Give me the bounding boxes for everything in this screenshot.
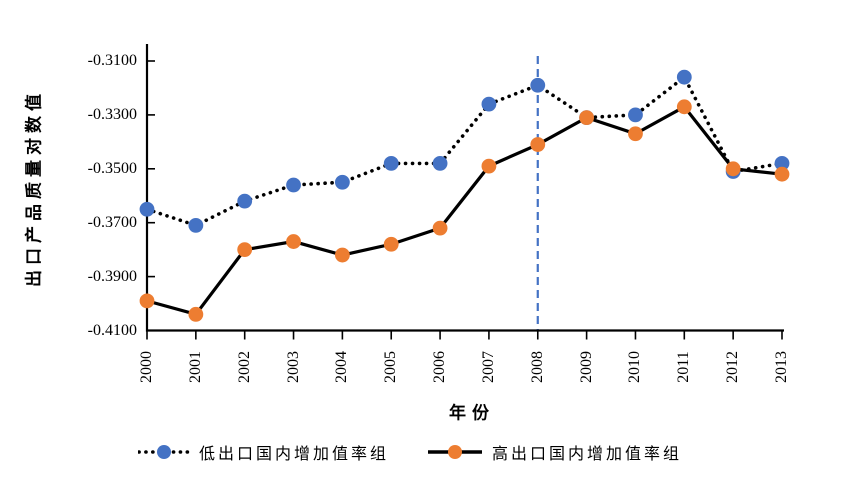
series-1-marker — [188, 306, 204, 322]
series-0-marker — [237, 193, 253, 209]
series-0-marker — [628, 107, 643, 123]
legend-item-low-group: 低出口国内增加值率组 — [137, 440, 389, 464]
y-tick-label: -0.3700 — [87, 213, 137, 231]
x-tick-label: 2002 — [235, 351, 253, 383]
series-0-marker — [188, 217, 204, 233]
series-1-marker — [481, 158, 497, 174]
x-tick-label: 2008 — [528, 351, 546, 383]
series-1-marker — [774, 166, 790, 182]
series-0-marker — [139, 201, 155, 217]
series-line-1 — [146, 104, 783, 317]
y-tick-label: -0.4100 — [87, 321, 137, 339]
series-0-marker — [481, 96, 497, 112]
series-1-marker — [383, 236, 399, 252]
legend-label-high-group: 高出口国内增加值率组 — [492, 446, 683, 463]
series-0-marker — [286, 177, 301, 193]
x-tick-label: 2009 — [577, 351, 595, 383]
x-tick-label: 2000 — [138, 351, 155, 383]
series-0-marker — [334, 174, 350, 190]
series-1-marker — [579, 110, 595, 125]
legend-solid-line-sample — [428, 445, 482, 459]
series-0-marker — [383, 156, 399, 171]
series-1-marker — [628, 126, 643, 142]
x-tick-label: 2013 — [773, 351, 790, 383]
x-tick-label: 2007 — [479, 351, 497, 383]
y-tick-label: -0.3500 — [87, 159, 137, 177]
x-axis-title: 年份 — [449, 403, 495, 423]
y-tick-label: -0.3100 — [87, 52, 137, 69]
legend-label-low-group: 低出口国内增加值率组 — [198, 446, 389, 463]
y-tick-label: -0.3300 — [87, 105, 137, 123]
series-0-marker — [530, 77, 546, 93]
x-tick-label: 2011 — [675, 351, 693, 383]
x-tick-label: 2010 — [626, 351, 644, 383]
legend-marker-high-icon — [448, 445, 462, 459]
chart-legend: 低出口国内增加值率组 高出口国内增加值率组 — [0, 440, 820, 464]
x-tick-label: 2004 — [333, 351, 351, 383]
series-0-marker — [676, 69, 692, 85]
series-0-marker — [774, 156, 790, 171]
series-1-marker — [286, 234, 301, 249]
series-1-marker — [725, 161, 741, 177]
x-tick-label: 2005 — [382, 351, 400, 383]
legend-dotted-line-sample — [137, 445, 190, 459]
legend-marker-low-icon — [156, 445, 171, 459]
series-1-marker — [334, 247, 350, 263]
x-tick-label: 2012 — [724, 351, 742, 383]
y-tick-label: -0.3900 — [87, 267, 137, 285]
x-tick-label: 2006 — [431, 351, 449, 383]
series-1-marker — [530, 137, 546, 152]
series-0-marker — [432, 156, 448, 171]
x-tick-label: 2003 — [284, 351, 302, 383]
series-1-marker — [432, 220, 448, 236]
x-tick-label: 2001 — [186, 351, 204, 383]
y-axis-title: 出口产品质量对数值 — [24, 89, 44, 287]
series-1-marker — [237, 242, 253, 258]
legend-item-high-group: 高出口国内增加值率组 — [427, 440, 682, 464]
series-line-0 — [145, 74, 784, 228]
series-1-marker — [139, 293, 155, 309]
series-1-marker — [676, 99, 692, 115]
